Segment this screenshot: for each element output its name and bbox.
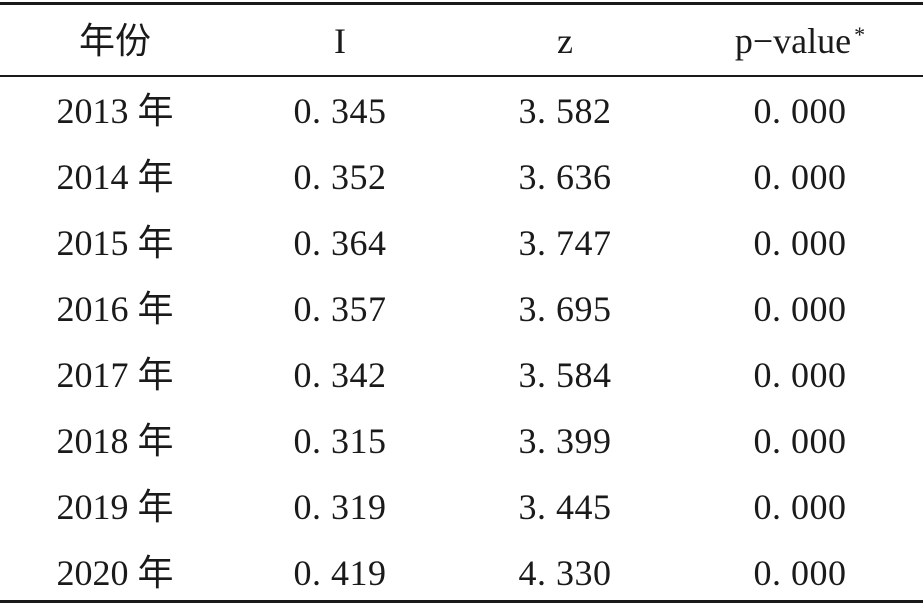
header-year: 年份 (78, 21, 151, 61)
cell-i: 0. 319 (293, 487, 387, 527)
cell-i: 0. 357 (293, 289, 387, 329)
table-row: 2016 年 0. 357 3. 695 0. 000 (0, 276, 923, 342)
table-row: 2013 年 0. 345 3. 582 0. 000 (0, 78, 923, 144)
cell-p: 0. 000 (753, 223, 847, 263)
cell-year: 2014 年 (56, 157, 174, 197)
cell-p: 0. 000 (753, 553, 847, 593)
cell-z: 3. 445 (518, 487, 612, 527)
cell-year: 2015 年 (56, 223, 174, 263)
cell-z: 3. 695 (518, 289, 612, 329)
header-p-value: p−value * (715, 8, 885, 74)
header-i: I (334, 21, 346, 61)
cell-year: 2016 年 (56, 289, 174, 329)
cell-p: 0. 000 (753, 157, 847, 197)
cell-i: 0. 419 (293, 553, 387, 593)
cell-p: 0. 000 (753, 91, 847, 131)
cell-year: 2019 年 (56, 487, 174, 527)
cell-z: 3. 582 (518, 91, 612, 131)
header-p-label: p−value (734, 21, 852, 61)
table-row: 2015 年 0. 364 3. 747 0. 000 (0, 210, 923, 276)
header-z: z (557, 21, 573, 61)
cell-p: 0. 000 (753, 421, 847, 461)
header-rule (0, 75, 923, 77)
cell-i: 0. 315 (293, 421, 387, 461)
cell-year: 2013 年 (56, 91, 174, 131)
header-p-marker: * (854, 22, 866, 47)
table-row: 2020 年 0. 419 4. 330 0. 000 (0, 540, 923, 606)
bottom-rule (0, 600, 923, 603)
cell-z: 3. 636 (518, 157, 612, 197)
cell-year: 2020 年 (56, 553, 174, 593)
cell-year: 2017 年 (56, 355, 174, 395)
cell-i: 0. 345 (293, 91, 387, 131)
table-row: 2018 年 0. 315 3. 399 0. 000 (0, 408, 923, 474)
cell-i: 0. 352 (293, 157, 387, 197)
cell-z: 4. 330 (518, 553, 612, 593)
cell-p: 0. 000 (753, 355, 847, 395)
table-row: 2017 年 0. 342 3. 584 0. 000 (0, 342, 923, 408)
cell-i: 0. 342 (293, 355, 387, 395)
cell-i: 0. 364 (293, 223, 387, 263)
table-row: 2019 年 0. 319 3. 445 0. 000 (0, 474, 923, 540)
cell-z: 3. 399 (518, 421, 612, 461)
top-rule (0, 2, 923, 5)
header-row: 年份 I z p−value * (0, 8, 923, 74)
cell-z: 3. 747 (518, 223, 612, 263)
cell-p: 0. 000 (753, 487, 847, 527)
table-row: 2014 年 0. 352 3. 636 0. 000 (0, 144, 923, 210)
cell-year: 2018 年 (56, 421, 174, 461)
cell-z: 3. 584 (518, 355, 612, 395)
cell-p: 0. 000 (753, 289, 847, 329)
